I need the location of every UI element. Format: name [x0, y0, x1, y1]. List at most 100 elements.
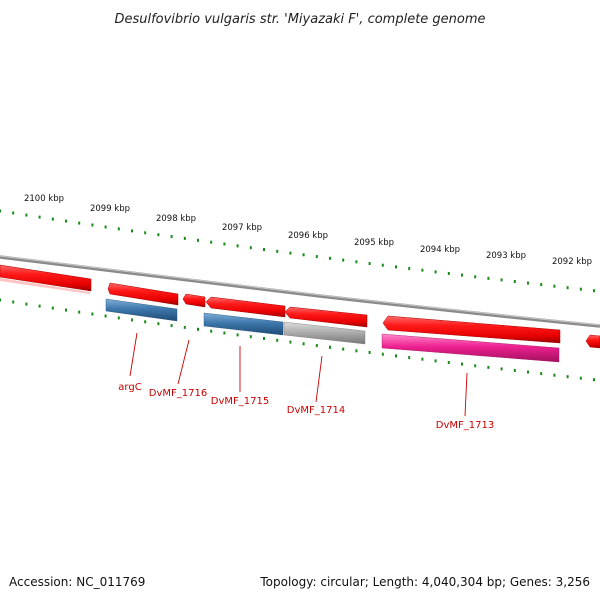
scale-tick [236, 244, 239, 248]
gene-label[interactable]: DvMF_1715 [211, 396, 269, 407]
cds-feature[interactable] [182, 293, 206, 308]
scale-tick [183, 236, 186, 240]
scale-tick [355, 349, 358, 353]
scale-tick [104, 225, 107, 229]
scale-tick [474, 364, 477, 368]
scale-tick [51, 306, 54, 310]
scale-tick [0, 209, 1, 213]
grey-feature[interactable] [283, 321, 366, 345]
cds-feature[interactable] [0, 264, 92, 292]
scale-tick [197, 327, 199, 331]
scale-tick [487, 365, 490, 369]
scale-tick [289, 340, 292, 344]
tick-label: 2100 kbp [24, 194, 64, 204]
scale-tick [104, 314, 107, 318]
tick-labels: 2100 kbp 2099 kbp 2098 kbp 2097 kbp 2096… [24, 194, 592, 267]
scale-tick [408, 356, 411, 360]
scale-tick [421, 357, 424, 361]
scale-tick [566, 375, 569, 379]
scale-tick [223, 331, 226, 335]
scale-tick [249, 335, 252, 339]
scale-tick [368, 351, 371, 354]
scale-tick [579, 287, 582, 291]
minor-ticks [0, 209, 595, 293]
scale-tick [593, 378, 595, 382]
gene-labels: argC DvMF_1716 DvMF_1715 DvMF_1714 DvMF_… [118, 382, 494, 431]
scale-tick [434, 270, 437, 274]
scale-tick [593, 289, 595, 293]
scale-tick [461, 273, 463, 277]
scale-tick [25, 213, 28, 217]
scale-tick [236, 333, 239, 337]
inner-ticks [0, 298, 595, 382]
scale-tick [78, 310, 81, 314]
scale-tick [91, 223, 94, 227]
leader-line [464, 372, 468, 417]
pink-feature[interactable] [381, 333, 560, 363]
gene-label[interactable]: DvMF_1714 [287, 405, 345, 416]
cds-feature[interactable] [382, 315, 561, 344]
scale-tick [513, 280, 516, 283]
scale-tick [487, 276, 490, 280]
cds-feature[interactable] [107, 282, 179, 306]
tick-label: 2097 kbp [222, 223, 262, 233]
scale-tick [500, 278, 503, 282]
tick-label: 2096 kbp [288, 231, 328, 241]
scale-tick [421, 268, 424, 272]
cds-feature[interactable] [585, 334, 600, 349]
cds-feature[interactable] [0, 278, 90, 294]
scale-tick [447, 361, 450, 364]
scale-tick [117, 316, 120, 320]
scale-tick [157, 322, 160, 326]
scale-tick [342, 258, 345, 262]
scale-tick [434, 359, 437, 363]
cds-feature[interactable] [205, 296, 286, 318]
leader-line [129, 332, 138, 377]
blue-feature[interactable] [105, 298, 178, 322]
tick-label: 2093 kbp [486, 251, 526, 261]
scale-tick [395, 354, 397, 358]
scale-tick [131, 229, 133, 233]
tick-label: 2098 kbp [156, 214, 196, 224]
scale-tick [408, 267, 411, 271]
scale-tick [144, 320, 147, 324]
feature-track [105, 298, 560, 363]
scale-tick [474, 275, 477, 279]
scale-tick [263, 248, 265, 251]
scale-tick [329, 345, 331, 349]
scale-tick [263, 337, 265, 340]
scale-tick [276, 249, 279, 253]
scale-tick [170, 235, 173, 239]
scale-tick [276, 338, 279, 342]
gene-label[interactable]: argC [118, 382, 141, 393]
scale-tick [38, 304, 41, 308]
scale-tick [381, 352, 384, 356]
scale-tick [183, 325, 186, 329]
gene-label[interactable]: DvMF_1716 [149, 388, 207, 399]
blue-feature[interactable] [203, 312, 284, 336]
scale-tick [51, 217, 54, 221]
scale-tick [527, 370, 529, 374]
scale-tick [65, 308, 67, 312]
tick-label: 2095 kbp [354, 238, 394, 248]
leader-line [177, 339, 190, 385]
scale-tick [342, 347, 345, 351]
page-title: Desulfovibrio vulgaris str. 'Miyazaki F'… [114, 12, 485, 27]
scale-tick [223, 242, 226, 246]
scale-tick [38, 215, 41, 219]
leader-line [315, 355, 323, 403]
accession-label: Accession: NC_011769 [9, 575, 145, 589]
genome-backbone [0, 255, 600, 328]
cds-feature[interactable] [284, 306, 368, 328]
scale-tick [65, 219, 67, 223]
scale-tick [540, 283, 543, 287]
scale-tick [249, 246, 252, 250]
tick-label: 2094 kbp [420, 245, 460, 255]
scale-tick [302, 253, 305, 257]
scale-tick [197, 238, 199, 242]
scale-tick [302, 342, 305, 346]
scale-tick [78, 221, 81, 225]
scale-tick [12, 211, 15, 215]
gene-label[interactable]: DvMF_1713 [436, 420, 494, 431]
